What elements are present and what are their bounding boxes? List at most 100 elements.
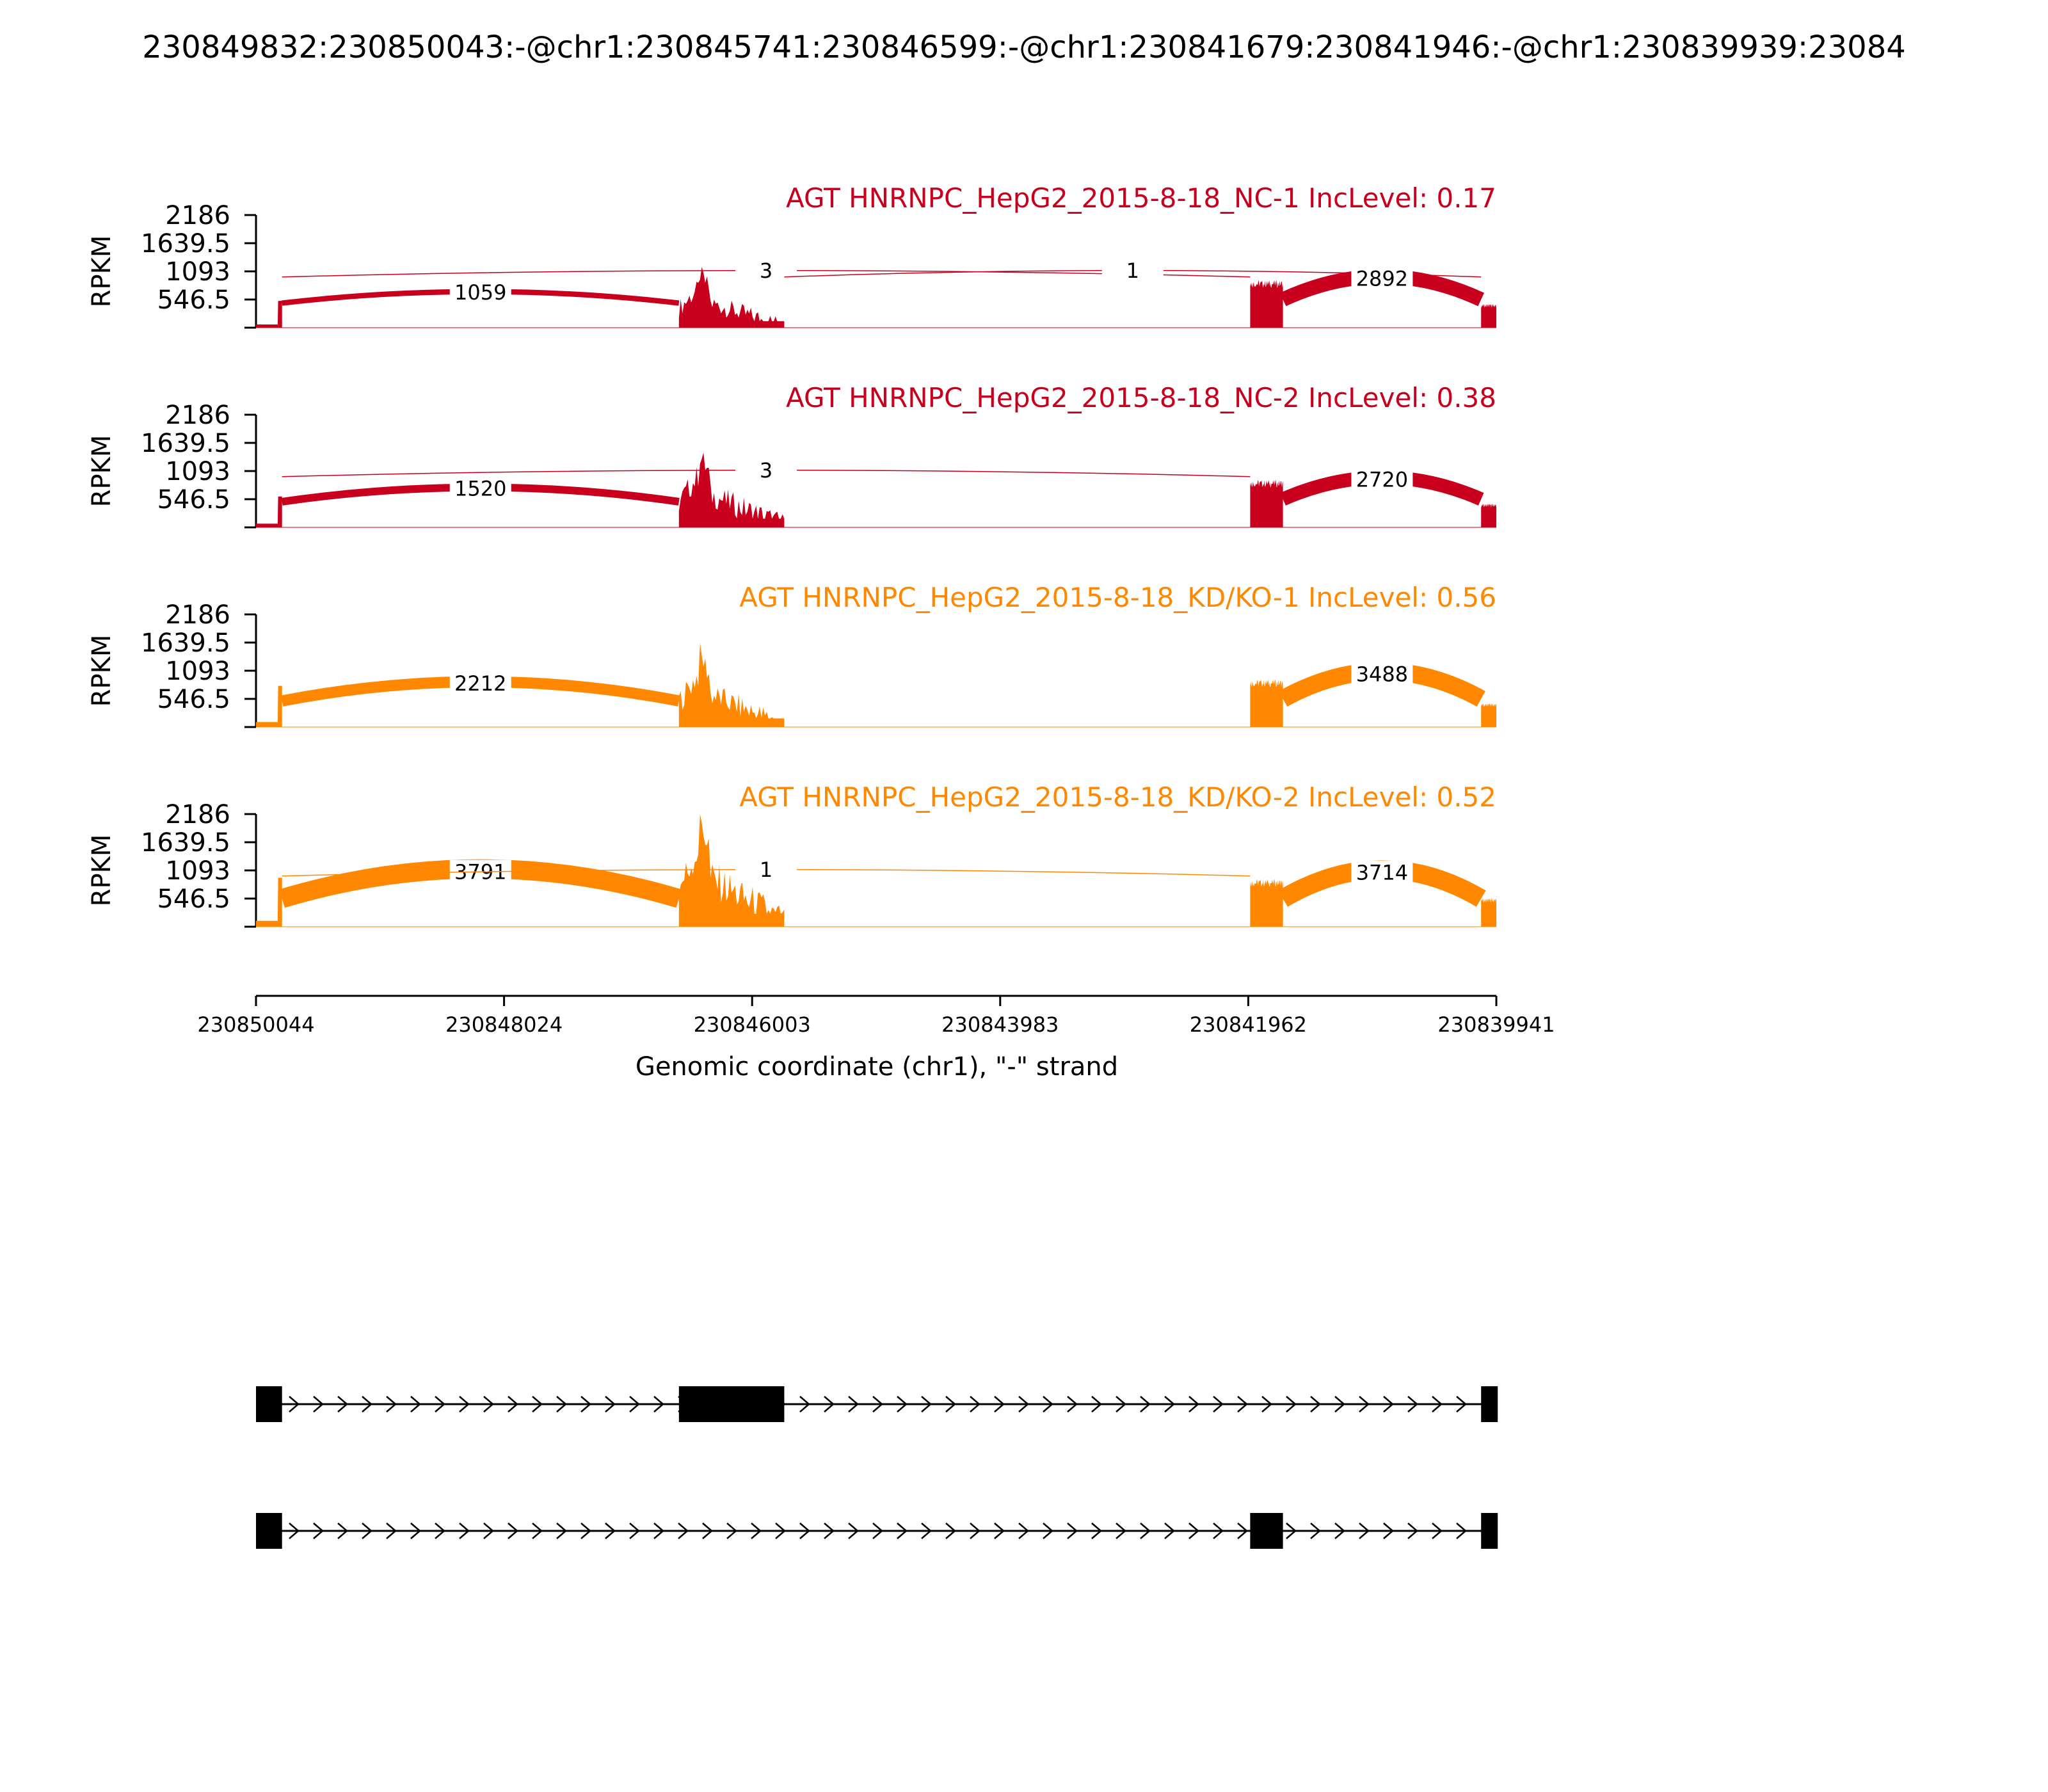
strand-arrow [1456,1523,1467,1539]
chart-title: 230849832:230850043:-@chr1:230845741:230… [142,29,1906,65]
coverage-area [1481,503,1496,527]
strand-arrow [1018,1396,1029,1412]
strand-arrow [824,1523,835,1539]
strand-arrow [1286,1523,1297,1539]
exon-block [256,1386,282,1422]
strand-arrow [751,1523,762,1539]
junction-label: 1 [1126,259,1139,283]
junction-label: 1520 [454,476,506,500]
x-tick-label: 230839941 [1437,1012,1555,1037]
strand-arrow [1286,1396,1297,1412]
isoform-tracks [256,1386,1498,1549]
strand-arrow [1261,1396,1272,1412]
strand-arrow [605,1523,616,1539]
y-tick-label: 2186 [165,401,230,430]
junction-label-box [735,858,797,883]
y-tick-label: 2186 [165,201,230,230]
y-tick-label: 2186 [165,600,230,630]
coverage-area [1481,303,1496,328]
strand-arrow [605,1396,616,1412]
coverage-area [256,877,282,927]
strand-arrow [726,1523,737,1539]
exon-block [1481,1513,1498,1549]
strand-arrow [1334,1396,1345,1412]
x-axis-label: Genomic coordinate (chr1), "-" strand [636,1052,1118,1082]
strand-arrow [921,1523,932,1539]
junction-label: 2720 [1356,467,1408,492]
strand-arrow [1140,1396,1151,1412]
track-title: AGT HNRNPC_HepG2_2015-8-18_NC-1 IncLevel… [786,182,1496,214]
coverage-area [256,301,282,328]
strand-arrow [799,1396,810,1412]
strand-arrow [1188,1396,1199,1412]
strand-arrow [799,1523,810,1539]
coverage-area [256,496,282,527]
y-tick-label: 546.5 [157,685,230,714]
junction-label-box [1351,266,1413,292]
y-tick-label: 2186 [165,800,230,829]
y-axis-label: RPKM [87,635,116,707]
x-axis: 230850044 230848024 230846003 230843983 2308… [197,995,1555,1037]
strand-arrow [435,1523,445,1539]
coverage-area [256,685,282,727]
y-tick-label: 1093 [165,257,230,287]
strand-arrow [580,1523,591,1539]
strand-arrow [1164,1396,1175,1412]
strand-arrow [483,1523,494,1539]
x-tick-label: 230843983 [941,1012,1059,1037]
strand-arrow [386,1523,397,1539]
strand-arrow [629,1523,640,1539]
strand-arrow [848,1396,859,1412]
strand-arrow [970,1396,980,1412]
junction-label: 3 [760,259,772,283]
strand-arrow [483,1396,494,1412]
strand-arrow [1310,1396,1321,1412]
strand-arrow [362,1396,372,1412]
strand-arrow [580,1396,591,1412]
strand-arrow [970,1523,980,1539]
junction-label: 3488 [1356,662,1408,687]
strand-arrow [1018,1523,1029,1539]
isoform-track [256,1513,1498,1549]
strand-arrow [1456,1396,1467,1412]
strand-arrow [1213,1523,1224,1539]
track-title: AGT HNRNPC_HepG2_2015-8-18_KD/KO-1 IncLe… [739,582,1496,613]
coverage-area [1250,879,1283,927]
strand-arrow [897,1396,908,1412]
strand-arrow [1359,1523,1370,1539]
strand-arrow [386,1396,397,1412]
junction-label: 2212 [454,671,506,696]
strand-arrow [1091,1396,1102,1412]
x-tick-label: 230850044 [197,1012,314,1037]
strand-arrow [653,1396,664,1412]
strand-arrow [1140,1523,1151,1539]
junction-label-box [1351,860,1413,886]
y-tick-label: 546.5 [157,884,230,914]
strand-arrow [1188,1523,1199,1539]
strand-arrow [313,1396,324,1412]
track-title: AGT HNRNPC_HepG2_2015-8-18_NC-2 IncLevel… [786,382,1496,413]
exon-block [1250,1513,1283,1549]
coverage-area [1250,479,1283,527]
strand-arrow [1310,1523,1321,1539]
strand-arrow [459,1396,470,1412]
strand-arrow [362,1523,372,1539]
strand-arrow [1383,1396,1394,1412]
coverage-area [678,267,785,328]
y-tick-label: 1639.5 [141,628,230,658]
strand-arrow [508,1523,518,1539]
y-tick-label: 546.5 [157,485,230,515]
strand-arrow [872,1396,883,1412]
strand-arrow [532,1396,543,1412]
strand-arrow [629,1396,640,1412]
junction-label-box [1101,259,1164,284]
junction-label-box [449,476,511,502]
strand-arrow [872,1523,883,1539]
strand-arrow [921,1396,932,1412]
junction-label-box [449,860,511,886]
